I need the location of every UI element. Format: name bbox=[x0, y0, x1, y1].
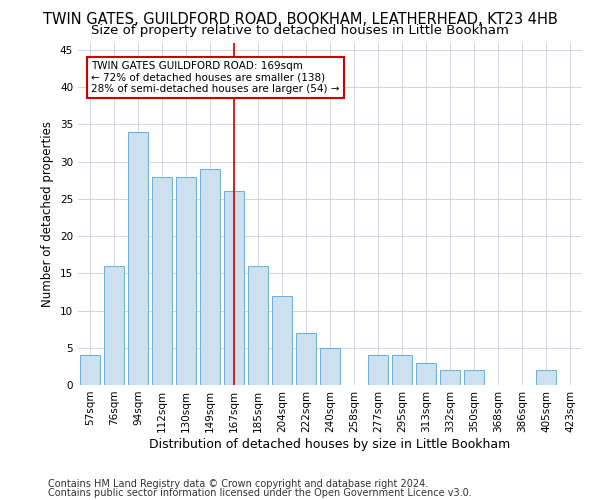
Bar bbox=[152, 176, 172, 385]
Text: Size of property relative to detached houses in Little Bookham: Size of property relative to detached ho… bbox=[91, 24, 509, 37]
Bar bbox=[248, 266, 268, 385]
Text: TWIN GATES GUILDFORD ROAD: 169sqm
← 72% of detached houses are smaller (138)
28%: TWIN GATES GUILDFORD ROAD: 169sqm ← 72% … bbox=[91, 61, 340, 94]
Text: Contains public sector information licensed under the Open Government Licence v3: Contains public sector information licen… bbox=[48, 488, 472, 498]
Bar bbox=[104, 266, 124, 385]
Bar bbox=[320, 348, 340, 385]
Bar bbox=[296, 333, 316, 385]
Bar bbox=[128, 132, 148, 385]
Bar bbox=[176, 176, 196, 385]
Text: Contains HM Land Registry data © Crown copyright and database right 2024.: Contains HM Land Registry data © Crown c… bbox=[48, 479, 428, 489]
Bar bbox=[80, 355, 100, 385]
Bar bbox=[392, 355, 412, 385]
Bar bbox=[416, 362, 436, 385]
Text: TWIN GATES, GUILDFORD ROAD, BOOKHAM, LEATHERHEAD, KT23 4HB: TWIN GATES, GUILDFORD ROAD, BOOKHAM, LEA… bbox=[43, 12, 557, 28]
Bar bbox=[368, 355, 388, 385]
Y-axis label: Number of detached properties: Number of detached properties bbox=[41, 120, 55, 306]
Bar bbox=[200, 169, 220, 385]
Bar bbox=[464, 370, 484, 385]
Bar bbox=[224, 192, 244, 385]
Bar bbox=[272, 296, 292, 385]
Bar bbox=[536, 370, 556, 385]
X-axis label: Distribution of detached houses by size in Little Bookham: Distribution of detached houses by size … bbox=[149, 438, 511, 450]
Bar bbox=[440, 370, 460, 385]
